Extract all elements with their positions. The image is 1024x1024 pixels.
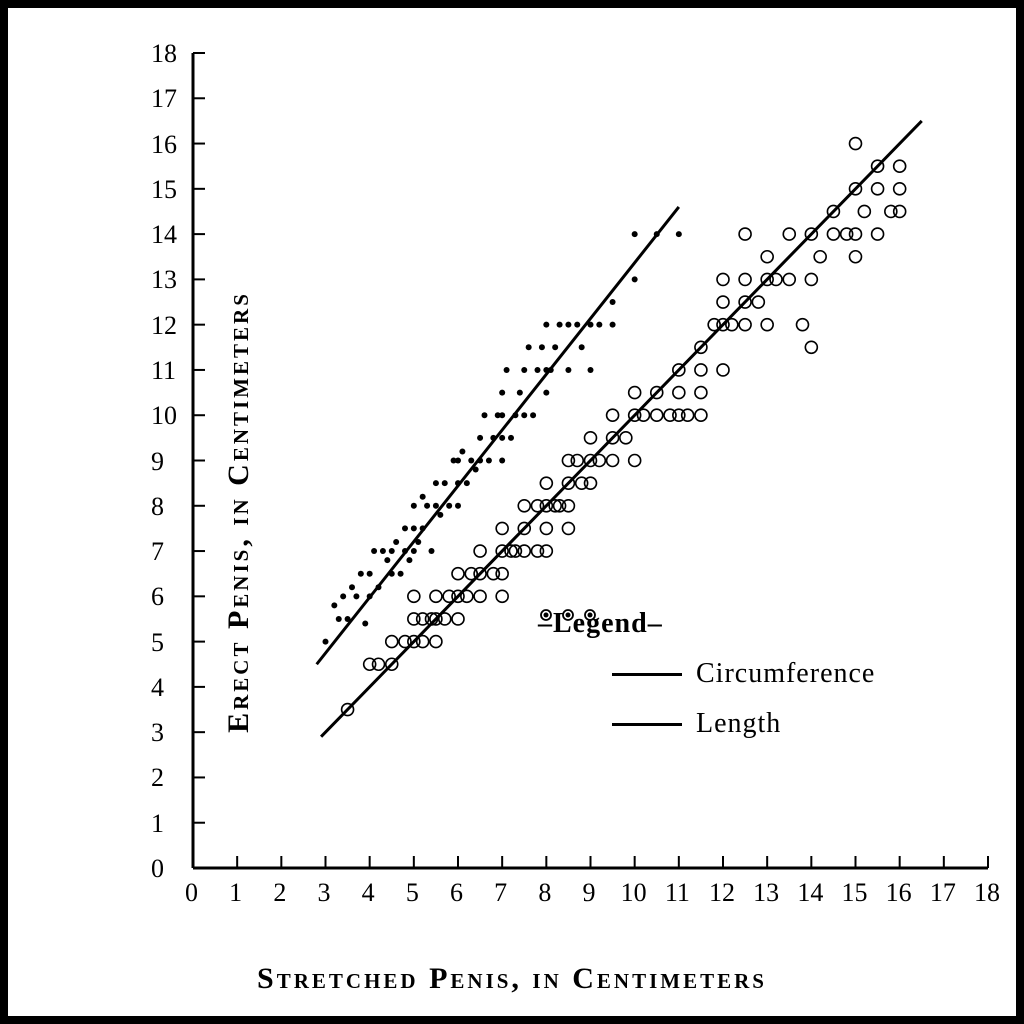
- legend-row-length: Length: [538, 708, 875, 740]
- y-tick-label: 13: [151, 265, 177, 295]
- x-tick-label: 12: [709, 878, 735, 908]
- x-tick-label: 13: [753, 878, 779, 908]
- y-tick-label: 16: [151, 130, 177, 160]
- x-tick-label: 5: [406, 878, 419, 908]
- x-tick-label: 18: [974, 878, 1000, 908]
- legend-label-length: Length: [696, 708, 781, 740]
- y-tick-label: 11: [151, 356, 176, 386]
- y-tick-label: 0: [151, 854, 164, 884]
- y-tick-label: 3: [151, 718, 164, 748]
- x-tick-label: 14: [797, 878, 823, 908]
- y-tick-label: 9: [151, 447, 164, 477]
- y-tick-label: 5: [151, 628, 164, 658]
- y-tick-label: 15: [151, 175, 177, 205]
- x-tick-label: 17: [930, 878, 956, 908]
- x-tick-label: 2: [273, 878, 286, 908]
- x-tick-label: 0: [185, 878, 198, 908]
- y-tick-label: 10: [151, 401, 177, 431]
- x-tick-label: 9: [583, 878, 596, 908]
- y-tick-label: 8: [151, 492, 164, 522]
- x-tick-label: 1: [229, 878, 242, 908]
- x-tick-label: 7: [494, 878, 507, 908]
- y-tick-label: 6: [151, 582, 164, 612]
- x-tick-label: 3: [318, 878, 331, 908]
- y-axis-label: Erect Penis, in Centimeters: [222, 291, 256, 733]
- y-tick-label: 14: [151, 220, 177, 250]
- chart-frame: Erect Penis, in Centimeters Stretched Pe…: [0, 0, 1024, 1024]
- x-tick-label: 8: [538, 878, 551, 908]
- x-tick-label: 6: [450, 878, 463, 908]
- y-tick-label: 1: [151, 809, 164, 839]
- y-tick-label: 7: [151, 537, 164, 567]
- legend-row-circumference: Circumference: [538, 658, 875, 690]
- y-tick-label: 18: [151, 39, 177, 69]
- legend-line-icon: [612, 673, 682, 676]
- x-tick-label: 11: [665, 878, 690, 908]
- x-tick-label: 4: [362, 878, 375, 908]
- x-tick-label: 10: [621, 878, 647, 908]
- legend-label-circumference: Circumference: [696, 658, 875, 690]
- legend: –Legend– Circumference Length: [538, 608, 875, 740]
- y-tick-label: 17: [151, 84, 177, 114]
- x-tick-label: 15: [842, 878, 868, 908]
- x-tick-label: 16: [886, 878, 912, 908]
- y-tick-label: 2: [151, 763, 164, 793]
- legend-line-icon: [612, 723, 682, 726]
- y-tick-label: 4: [151, 673, 164, 703]
- y-tick-label: 12: [151, 311, 177, 341]
- x-axis-label: Stretched Penis, in Centimeters: [8, 962, 1016, 996]
